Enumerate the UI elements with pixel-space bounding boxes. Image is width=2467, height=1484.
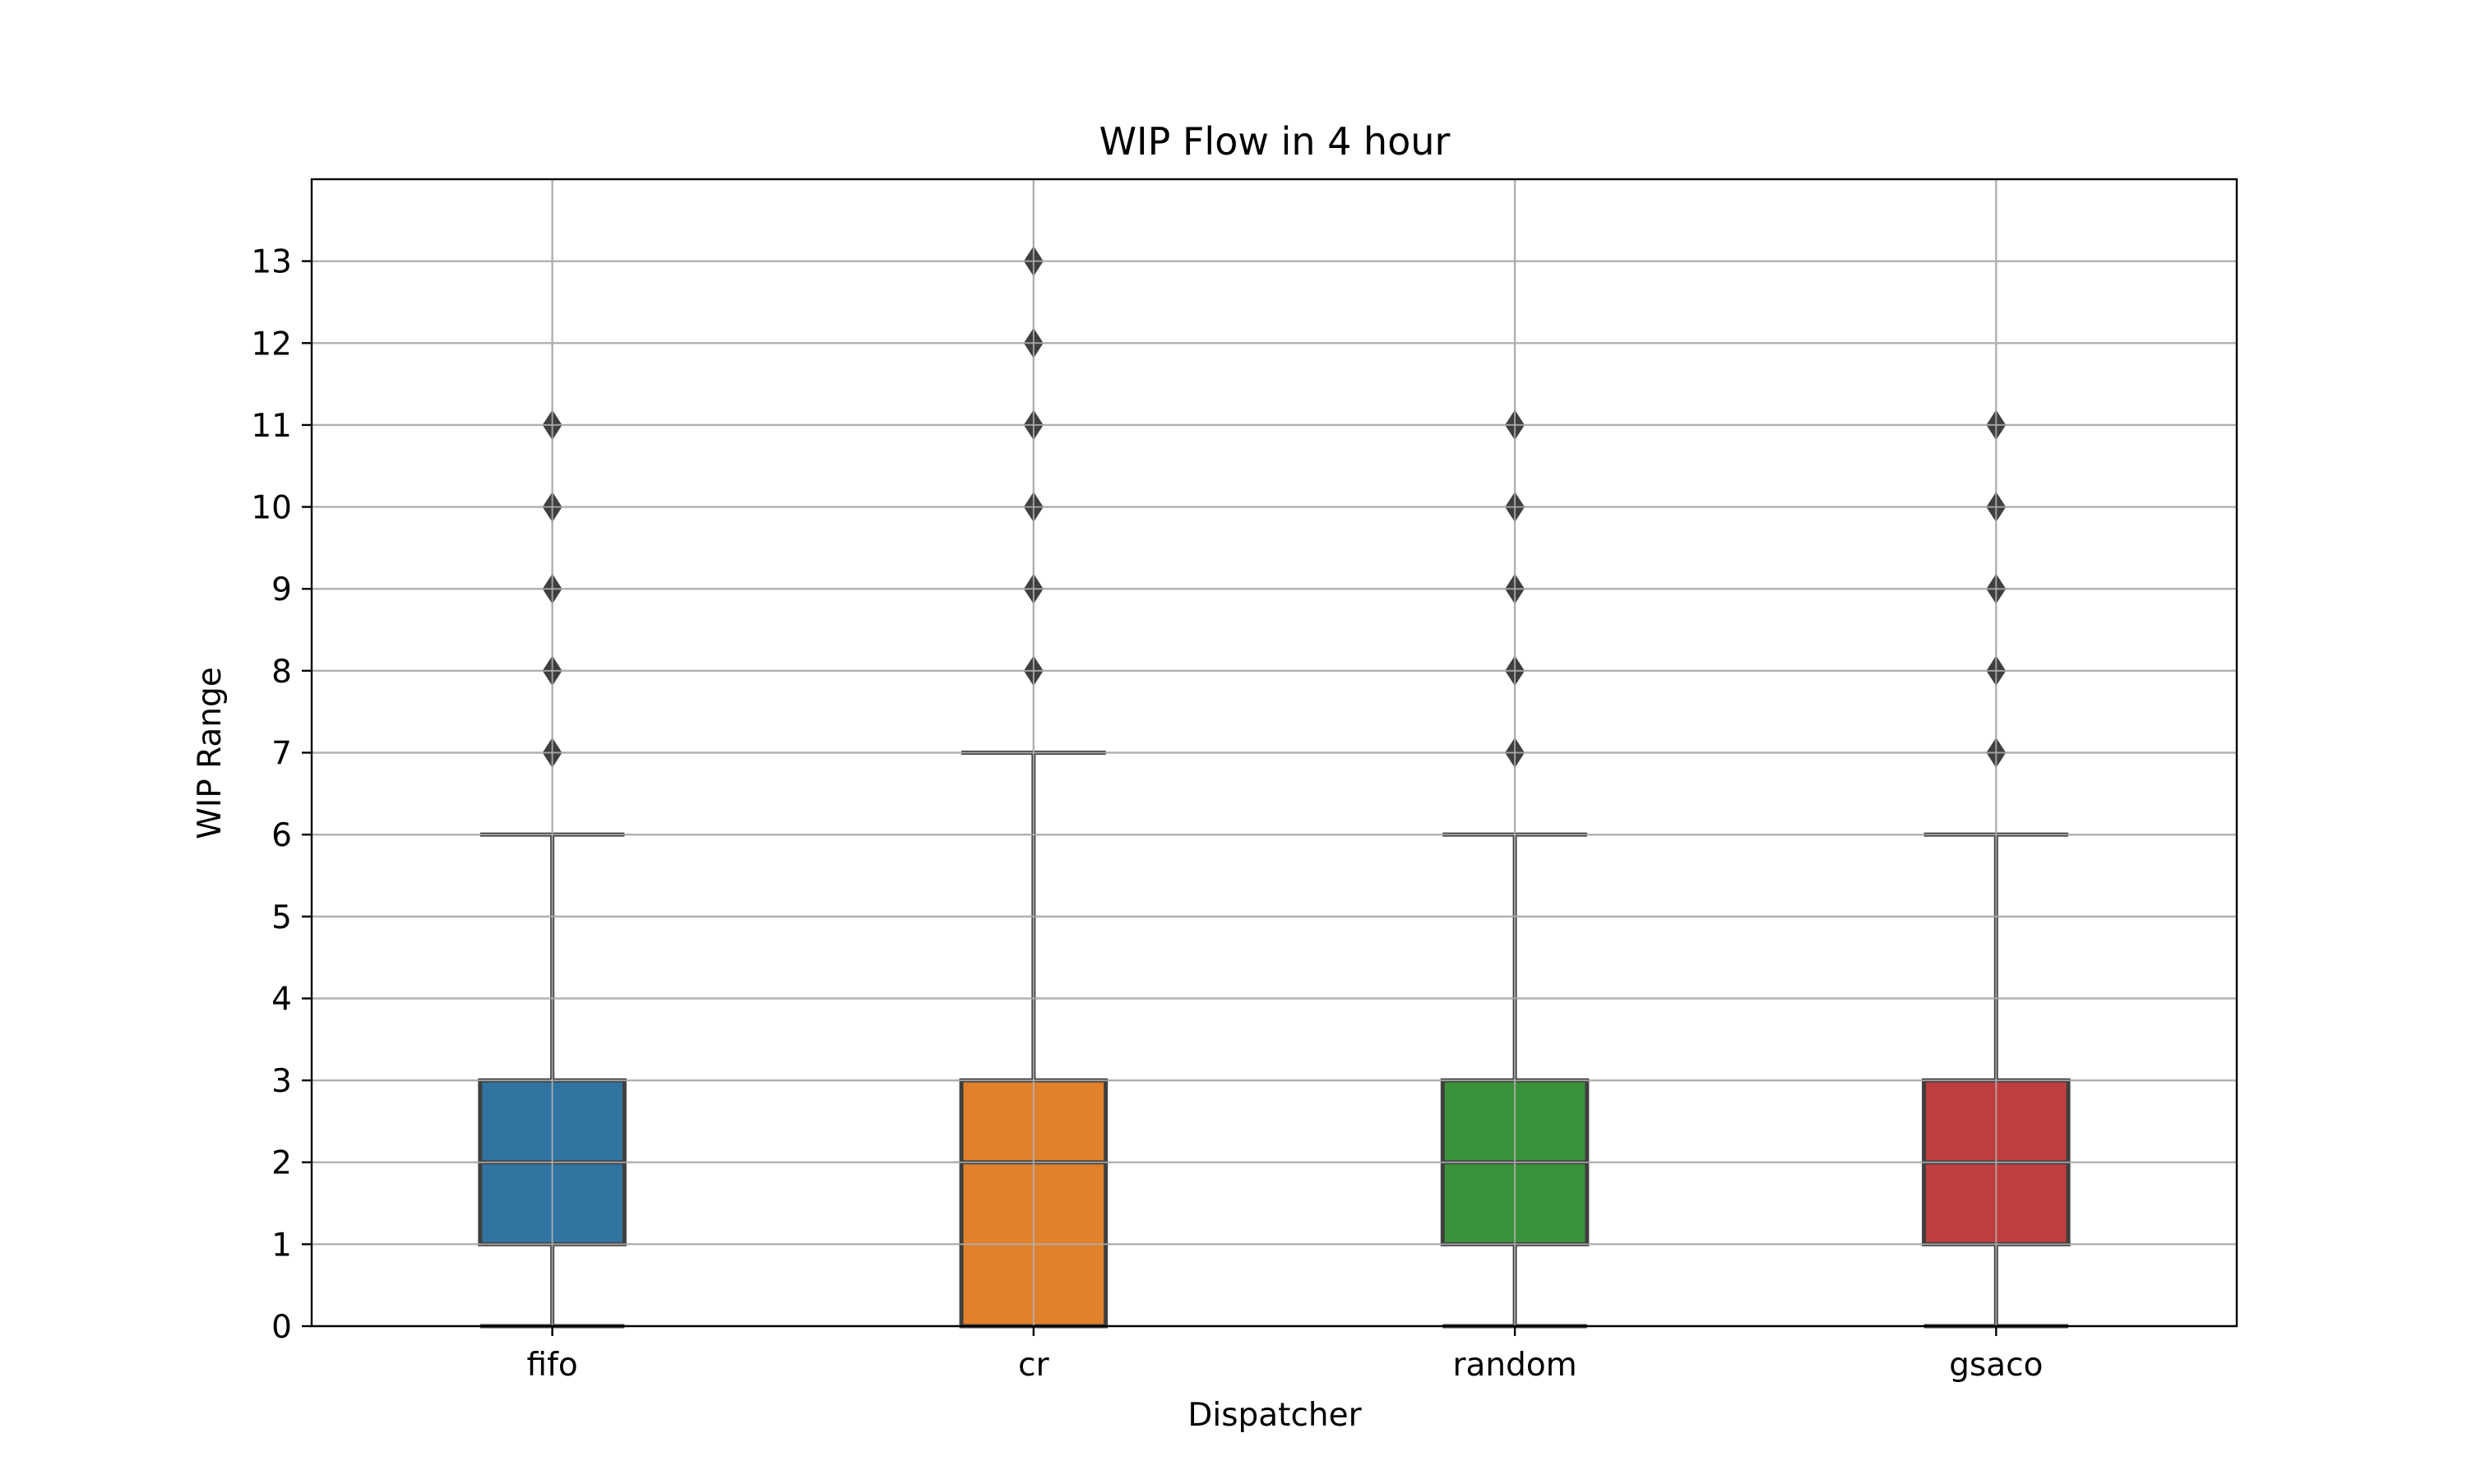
x-axis-ticks: fifo cr random gsaco xyxy=(527,1326,2043,1384)
x-axis-label: Dispatcher xyxy=(1187,1397,1362,1434)
y-tick-label: 8 xyxy=(271,654,292,691)
y-tick-label: 6 xyxy=(271,817,292,854)
y-tick-label: 11 xyxy=(251,408,292,445)
chart-title: WIP Flow in 4 hour xyxy=(1099,119,1451,164)
x-tick-label: fifo xyxy=(527,1347,578,1384)
y-tick-label: 12 xyxy=(251,326,292,363)
boxes xyxy=(312,179,2237,1329)
y-tick-label: 4 xyxy=(271,981,292,1018)
y-axis-label: WIP Range xyxy=(192,667,229,839)
x-tick-label: random xyxy=(1452,1347,1576,1384)
y-tick-label: 2 xyxy=(271,1145,292,1182)
y-tick-label: 1 xyxy=(271,1227,292,1264)
y-tick-label: 5 xyxy=(271,899,292,936)
x-tick-label: gsaco xyxy=(1949,1347,2043,1384)
y-tick-label: 10 xyxy=(251,490,292,527)
y-tick-label: 9 xyxy=(271,571,292,608)
y-tick-label: 0 xyxy=(271,1309,292,1346)
y-tick-label: 13 xyxy=(251,244,292,281)
x-tick-label: cr xyxy=(1018,1347,1049,1384)
y-tick-label: 7 xyxy=(271,736,292,773)
y-tick-label: 3 xyxy=(271,1063,292,1100)
